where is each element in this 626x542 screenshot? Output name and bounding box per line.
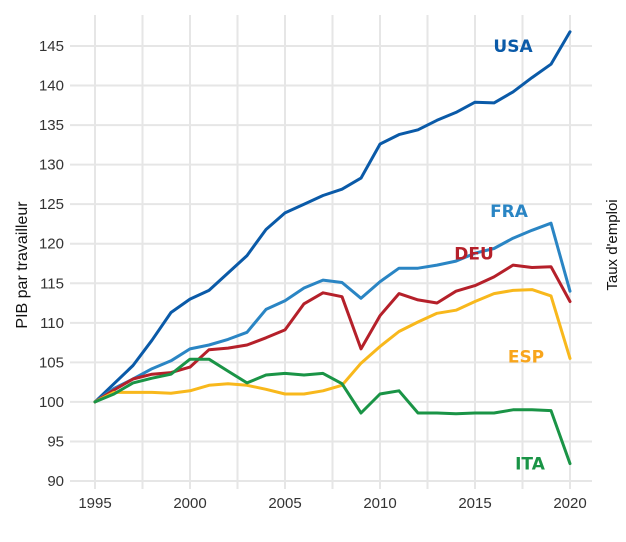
y-tick-label: 125 xyxy=(39,196,64,213)
x-tick-label: 2000 xyxy=(173,495,206,512)
y-tick-label: 90 xyxy=(47,473,64,490)
y-tick-label: 145 xyxy=(39,38,64,55)
series-label-usa: USA xyxy=(493,37,533,57)
series-label-esp: ESP xyxy=(508,347,544,367)
secondary-axis-label: Taux d'emploi xyxy=(604,199,621,290)
horizontal-gridlines xyxy=(70,45,592,482)
y-tick-label: 130 xyxy=(39,157,64,174)
series-label-ita: ITA xyxy=(515,455,546,475)
x-tick-label: 1995 xyxy=(78,495,111,512)
series-line-ita xyxy=(93,357,572,466)
series-line-esp xyxy=(93,288,572,404)
y-tick-label: 110 xyxy=(40,315,64,332)
series-label-fra: FRA xyxy=(490,202,529,222)
y-tick-label: 120 xyxy=(39,236,64,253)
series-labels: USA FRA DEU ESP ITA xyxy=(454,37,545,474)
x-axis-ticks: 1995 2000 2005 2010 2015 2020 xyxy=(78,495,586,512)
y-axis-label: PIB par travailleur xyxy=(14,201,31,329)
series-label-deu: DEU xyxy=(454,244,494,264)
series-line-usa xyxy=(93,30,572,404)
series-line-fra xyxy=(93,221,572,404)
series-lines xyxy=(93,30,572,466)
y-tick-label: 140 xyxy=(39,78,64,95)
x-tick-label: 2005 xyxy=(268,495,301,512)
y-tick-label: 135 xyxy=(39,117,64,134)
y-tick-label: 105 xyxy=(39,354,64,371)
x-tick-label: 2015 xyxy=(458,495,491,512)
x-tick-label: 2010 xyxy=(363,495,396,512)
y-tick-label: 100 xyxy=(39,394,64,411)
y-tick-label: 95 xyxy=(47,433,64,450)
y-tick-label: 115 xyxy=(40,275,64,292)
x-tick-label: 2020 xyxy=(553,495,586,512)
y-axis-ticks: 90 95 100 105 110 115 120 125 130 135 140 145 xyxy=(39,38,64,490)
